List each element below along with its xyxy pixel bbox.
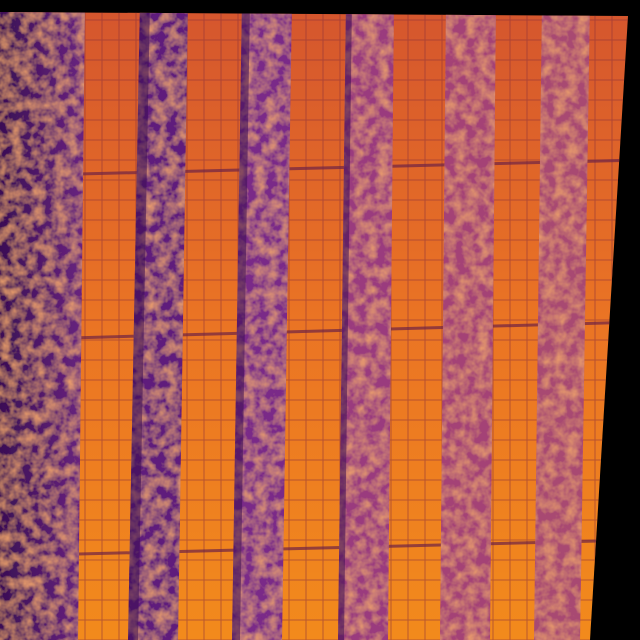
vegetation-strip (338, 12, 394, 640)
panel-breaks (0, 158, 628, 558)
vegetation-strip (534, 12, 590, 640)
vegetation-strip (440, 12, 496, 640)
vegetation-strip (0, 12, 85, 640)
vegetation-rows (0, 12, 590, 640)
shadows (128, 12, 352, 640)
